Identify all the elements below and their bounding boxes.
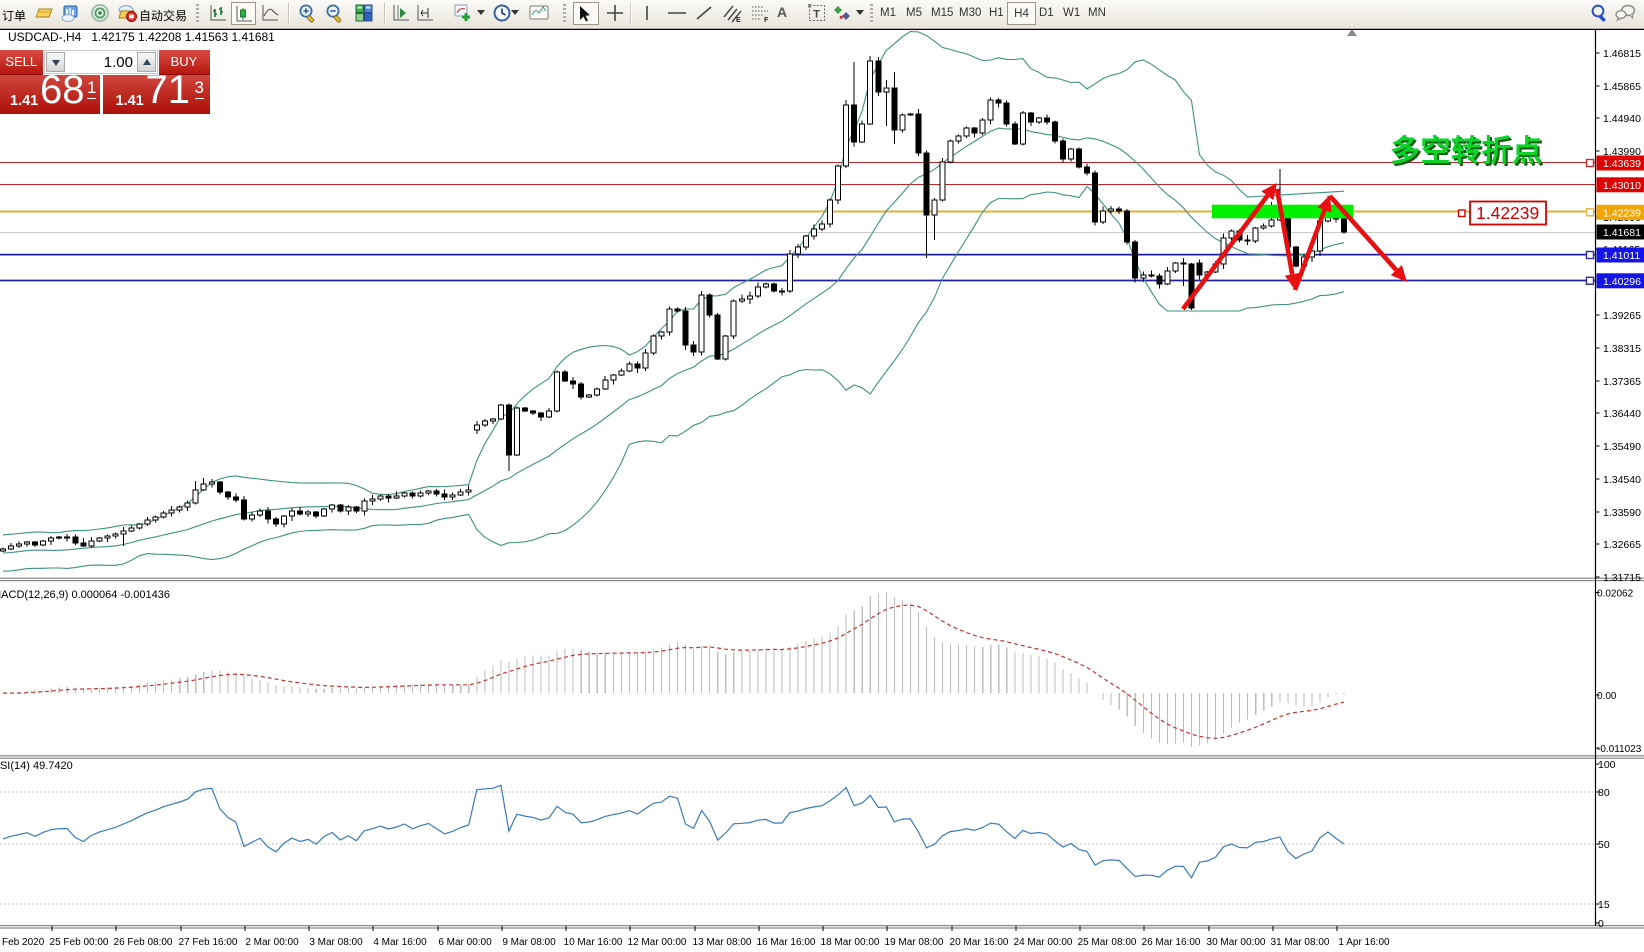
svg-text:10 Mar 16:00: 10 Mar 16:00 (564, 937, 623, 948)
svg-text:1.41681: 1.41681 (1603, 227, 1641, 239)
svg-text:18 Mar 00:00: 18 Mar 00:00 (821, 937, 880, 948)
svg-text:50: 50 (1598, 839, 1610, 851)
svg-text:20 Mar 16:00: 20 Mar 16:00 (950, 937, 1009, 948)
svg-text:1.41011: 1.41011 (1603, 250, 1640, 262)
svg-text:1.42239: 1.42239 (1603, 207, 1641, 219)
svg-text:F: F (764, 17, 769, 24)
svg-text:0.02062: 0.02062 (1597, 589, 1634, 600)
svg-text:RSI(14) 49.7420: RSI(14) 49.7420 (0, 760, 73, 772)
svg-text:1.42239: 1.42239 (1476, 203, 1539, 223)
svg-text:1.44940: 1.44940 (1603, 113, 1641, 125)
svg-text:19 Mar 08:00: 19 Mar 08:00 (885, 937, 944, 948)
svg-text:1.45865: 1.45865 (1603, 81, 1641, 93)
svg-text:26 Feb 08:00: 26 Feb 08:00 (114, 937, 173, 948)
svg-text:T: T (813, 9, 820, 21)
svg-text:30 Mar 00:00: 30 Mar 00:00 (1207, 937, 1266, 948)
svg-text:MACD(12,26,9) 0.000064 -0.0014: MACD(12,26,9) 0.000064 -0.001436 (0, 589, 170, 601)
svg-text:80: 80 (1598, 787, 1610, 799)
svg-text:9 Mar 08:00: 9 Mar 08:00 (502, 937, 556, 948)
svg-text:1.32665: 1.32665 (1603, 539, 1641, 551)
svg-text:1.35490: 1.35490 (1603, 441, 1641, 453)
svg-text:31 Mar 08:00: 31 Mar 08:00 (1271, 937, 1330, 948)
svg-text:27 Feb 16:00: 27 Feb 16:00 (179, 937, 238, 948)
svg-text:16 Mar 16:00: 16 Mar 16:00 (757, 937, 816, 948)
svg-text:Feb 2020: Feb 2020 (2, 937, 45, 948)
svg-text:0.00: 0.00 (1597, 691, 1617, 702)
svg-text:2 Mar 00:00: 2 Mar 00:00 (245, 937, 299, 948)
svg-text:1 Apr 16:00: 1 Apr 16:00 (1338, 937, 1390, 948)
svg-text:1.36440: 1.36440 (1603, 408, 1641, 420)
svg-text:12 Mar 00:00: 12 Mar 00:00 (628, 937, 687, 948)
svg-text:E: E (736, 17, 741, 24)
svg-text:USDCAD-,H4 1.42175 1.42208 1: USDCAD-,H4 1.42175 1.42208 1.41563 1.416… (8, 30, 275, 44)
svg-text:0: 0 (1598, 918, 1604, 930)
svg-text:1.39265: 1.39265 (1603, 310, 1641, 322)
svg-text:多空转折点: 多空转折点 (1390, 135, 1543, 168)
svg-text:1.33590: 1.33590 (1603, 507, 1641, 519)
svg-text:15: 15 (1598, 899, 1610, 911)
svg-text:-0.011023: -0.011023 (1597, 744, 1642, 755)
svg-text:1.38315: 1.38315 (1603, 343, 1641, 355)
svg-text:1.37365: 1.37365 (1603, 376, 1641, 388)
svg-text:24 Mar 00:00: 24 Mar 00:00 (1014, 937, 1073, 948)
svg-text:13 Mar 08:00: 13 Mar 08:00 (693, 937, 752, 948)
svg-text:1.43010: 1.43010 (1603, 180, 1641, 192)
svg-text:6 Mar 00:00: 6 Mar 00:00 (438, 937, 492, 948)
svg-text:25 Mar 08:00: 25 Mar 08:00 (1078, 937, 1137, 948)
svg-text:1.34540: 1.34540 (1603, 474, 1641, 486)
svg-text:4 Mar 16:00: 4 Mar 16:00 (373, 937, 427, 948)
svg-text:3 Mar 08:00: 3 Mar 08:00 (309, 937, 363, 948)
svg-text:1.31715: 1.31715 (1603, 572, 1641, 584)
svg-text:1.43639: 1.43639 (1603, 158, 1641, 170)
svg-text:26 Mar 16:00: 26 Mar 16:00 (1142, 937, 1201, 948)
svg-text:25 Feb 00:00: 25 Feb 00:00 (50, 937, 109, 948)
svg-text:1.40296: 1.40296 (1603, 276, 1641, 288)
svg-text:1.46815: 1.46815 (1603, 48, 1641, 60)
svg-text:1.43990: 1.43990 (1603, 146, 1641, 158)
svg-text:100: 100 (1598, 759, 1616, 771)
